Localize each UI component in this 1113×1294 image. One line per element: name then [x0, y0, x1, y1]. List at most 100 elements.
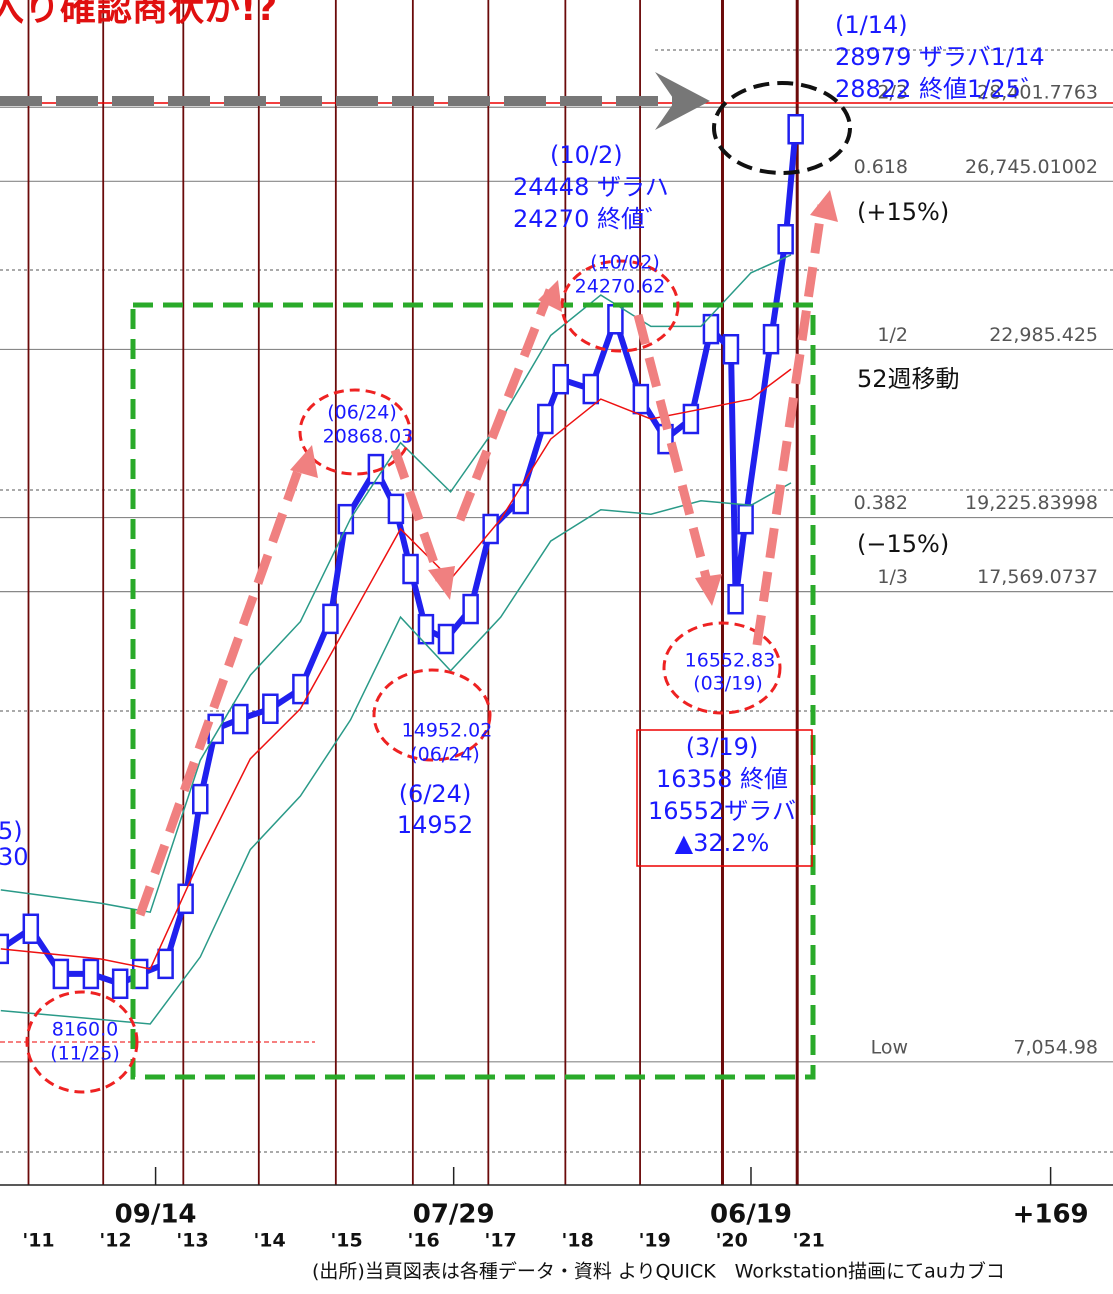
x-tick-label: +169 [1013, 1200, 1089, 1230]
annotation: 52週移動 [857, 365, 960, 393]
candle [292, 673, 309, 705]
candle [177, 883, 194, 915]
level-value: 26,745.01002 [965, 156, 1098, 178]
candle [512, 483, 529, 515]
annotation: 20868.03 [323, 426, 414, 448]
candle [232, 703, 249, 735]
candle [582, 373, 600, 405]
year-label: '20 [716, 1230, 748, 1252]
annotation: 24448 ザラハ [513, 173, 669, 201]
annotation: 28979 ザラバ1/14 [835, 43, 1045, 71]
level-value: 17,569.0737 [977, 566, 1098, 588]
annotation: 16552ザラバ [648, 797, 796, 825]
year-label: '21 [793, 1230, 825, 1252]
x-tick-label: 07/29 [413, 1200, 495, 1230]
annotation: 14952.02 [402, 720, 493, 742]
candle [632, 383, 650, 415]
series-line [0, 254, 792, 914]
level-value: 19,225.83998 [965, 492, 1098, 514]
circle [298, 388, 412, 476]
trend-arrows [135, 204, 827, 917]
candle [262, 693, 279, 725]
candle [727, 583, 744, 615]
candle [552, 363, 569, 395]
note-box [636, 729, 813, 867]
candle [777, 223, 794, 255]
annotation: (10/2) [550, 141, 623, 169]
footer: (出所)当頁図表は各種データ・資料 よりQUICK Workstation描画に… [312, 1260, 1005, 1283]
x-tick-label: 06/19 [710, 1200, 792, 1230]
annotation: (+15%) [857, 198, 949, 226]
candle [337, 503, 355, 535]
arrow-heads [290, 190, 838, 606]
chart-title: 入り確認商状か!? [0, 0, 277, 29]
year-label: '11 [22, 1230, 54, 1252]
annotation: 28822 終値1/25゛ [835, 75, 1045, 103]
candle [762, 323, 780, 355]
level-name: 2/3 [877, 82, 908, 104]
candle [682, 403, 700, 435]
arrow-head [655, 72, 710, 130]
candle [22, 913, 40, 945]
level-value: 28,401.7763 [977, 82, 1098, 104]
annotation: (06/24) [327, 402, 397, 424]
candle [192, 783, 209, 815]
year-label: '15 [330, 1230, 362, 1252]
candle [387, 493, 405, 525]
candle [111, 968, 129, 1000]
level-name: 0.382 [854, 492, 908, 514]
green-box [130, 302, 816, 1080]
candle [482, 513, 499, 545]
circle [712, 81, 852, 175]
candle [722, 333, 740, 365]
annotation: 14952 [397, 811, 473, 839]
level-name: 1/2 [877, 324, 908, 346]
series-line [0, 482, 792, 1025]
level-name: 1/3 [877, 566, 908, 588]
candle [607, 304, 624, 335]
overlay [0, 72, 1113, 1094]
level-name: Low [871, 1036, 908, 1058]
annotation: (6/24) [399, 780, 472, 808]
circle [372, 668, 492, 762]
decor [0, 49, 1113, 1153]
candle [52, 958, 70, 990]
series-line [0, 368, 792, 970]
candle [402, 553, 419, 585]
level-name: 0.618 [854, 156, 908, 178]
annotation: 16552.83 [685, 650, 776, 672]
labels: 2/3 28,401.7763 0.618 26,745.01002 1/2 22,985… [0, 0, 1098, 1283]
annotation: 24270 終値゛ [513, 205, 669, 233]
series [0, 113, 804, 1025]
year-label: '13 [176, 1230, 208, 1252]
circle [662, 621, 782, 715]
year-label: '14 [253, 1230, 285, 1252]
year-label: '16 [408, 1230, 440, 1252]
annotation: ▲32.2% [675, 829, 770, 857]
annotation: (11/25) [50, 1043, 120, 1065]
candle [737, 503, 754, 535]
candle [537, 403, 554, 435]
annotation: 5) [0, 817, 23, 845]
candle [437, 623, 455, 655]
x-tick-label: 09/14 [115, 1200, 197, 1230]
year-label: '19 [639, 1230, 671, 1252]
year-label: '18 [562, 1230, 594, 1252]
annotation: (−15%) [857, 530, 949, 558]
annotation: 8160.0 [52, 1019, 118, 1041]
candle [82, 958, 100, 990]
grid [0, 0, 1113, 1186]
candle [157, 948, 174, 980]
candle [417, 613, 435, 645]
annotation: (10/02) [590, 252, 660, 274]
annotation: (03/19) [693, 673, 763, 695]
candle [462, 593, 479, 625]
level-value: 22,985.425 [989, 324, 1098, 346]
candle [702, 313, 720, 345]
circle [25, 990, 139, 1094]
candle [322, 603, 339, 635]
annotation: (1/14) [835, 11, 908, 39]
year-label: '17 [485, 1230, 517, 1252]
annotation: 30 [0, 843, 29, 871]
